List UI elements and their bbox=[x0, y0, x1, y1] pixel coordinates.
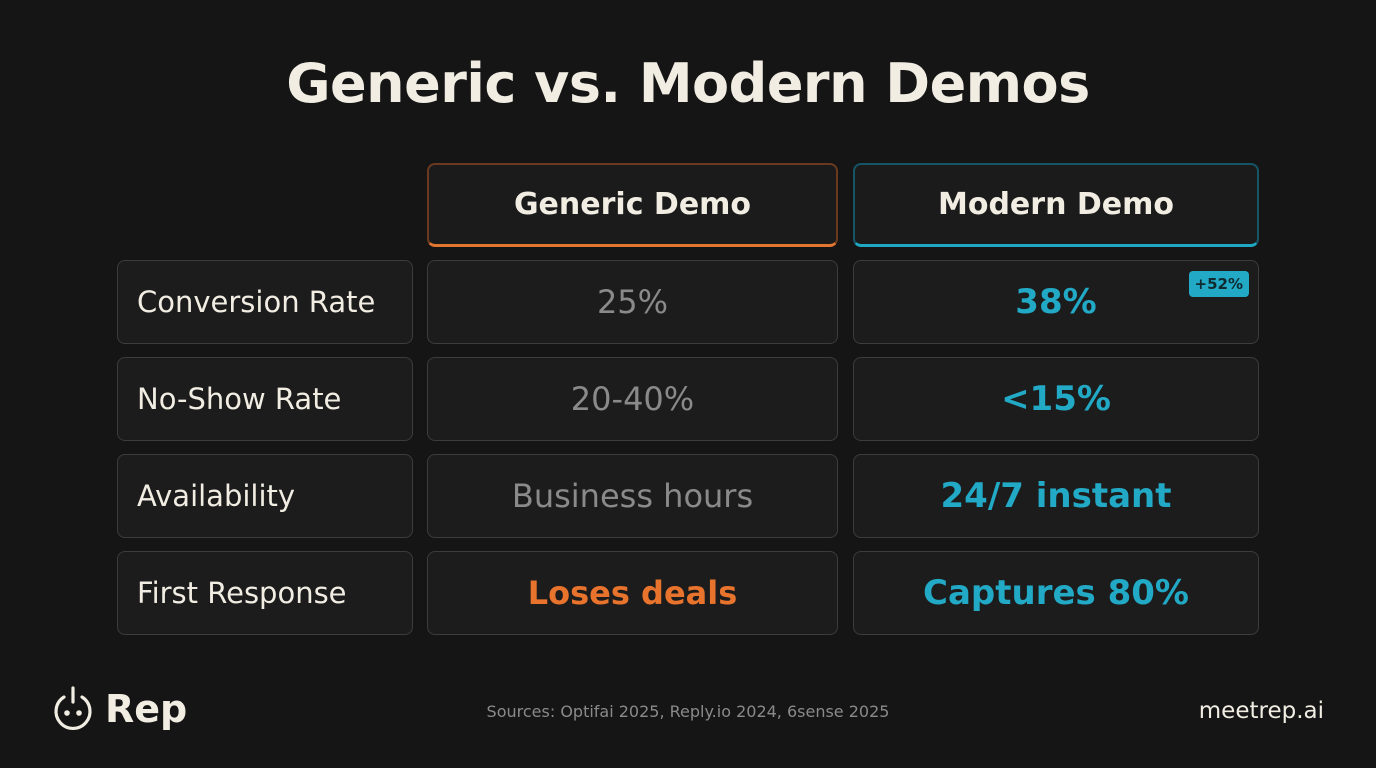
row-label-first-response: First Response bbox=[117, 551, 413, 635]
generic-value-first-response: Loses deals bbox=[427, 551, 838, 635]
generic-value-availability: Business hours bbox=[427, 454, 838, 538]
website-url: meetrep.ai bbox=[1198, 698, 1324, 724]
column-header-modern: Modern Demo bbox=[853, 163, 1259, 247]
power-face-icon bbox=[54, 686, 92, 731]
sources-note: Sources: Optifai 2025, Reply.io 2024, 6s… bbox=[486, 702, 890, 721]
modern-value-availability: 24/7 instant bbox=[853, 454, 1259, 538]
generic-value-no-show-rate: 20-40% bbox=[427, 357, 838, 441]
modern-value-first-response: Captures 80% bbox=[853, 551, 1259, 635]
column-header-generic: Generic Demo bbox=[427, 163, 838, 247]
row-label-no-show-rate: No-Show Rate bbox=[117, 357, 413, 441]
row-label-conversion-rate: Conversion Rate bbox=[117, 260, 413, 344]
modern-cell-conversion-rate: 38% +52% bbox=[853, 260, 1259, 344]
modern-value-conversion-rate: 38% bbox=[1015, 282, 1097, 322]
brand-name: Rep bbox=[105, 687, 188, 731]
page-title: Generic vs. Modern Demos bbox=[286, 52, 1090, 115]
row-label-availability: Availability bbox=[117, 454, 413, 538]
improvement-badge: +52% bbox=[1188, 271, 1249, 297]
generic-value-conversion-rate: 25% bbox=[427, 260, 838, 344]
brand-logo: Rep bbox=[51, 685, 187, 733]
modern-value-no-show-rate: <15% bbox=[853, 357, 1259, 441]
